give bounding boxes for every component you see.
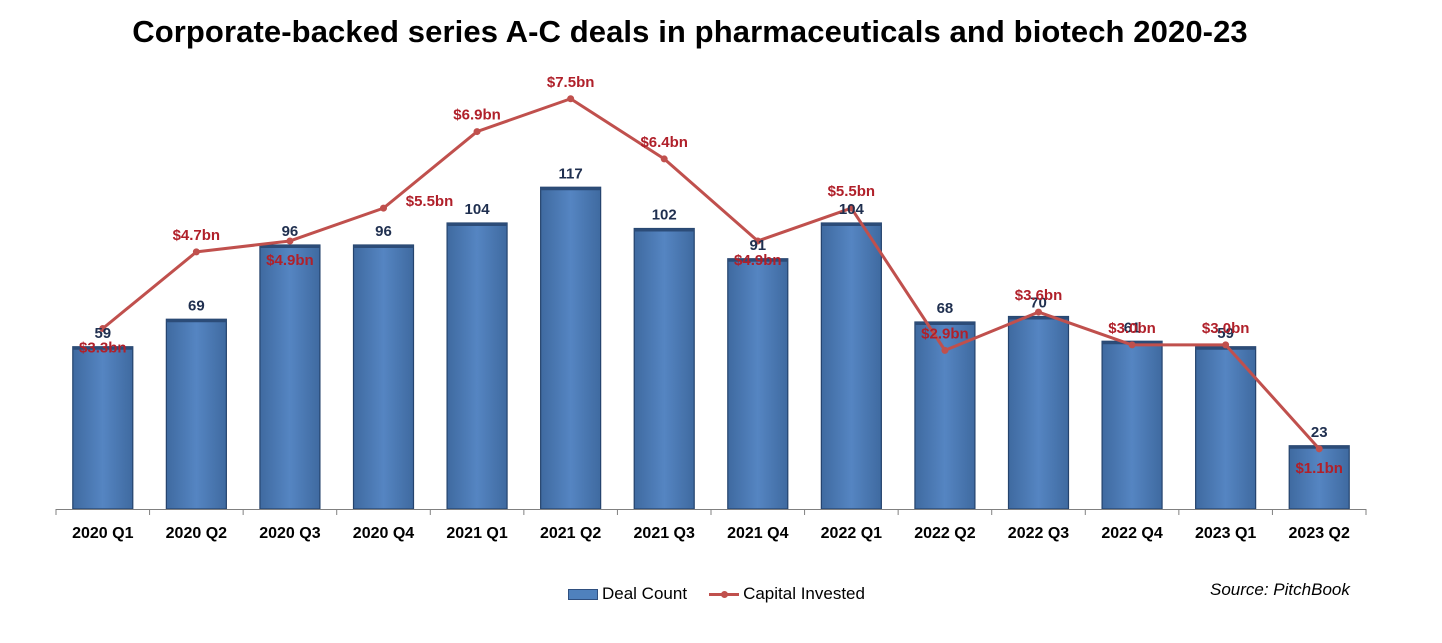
line-value-label: $2.9bn	[921, 325, 969, 342]
bar-deal-count	[165, 318, 227, 510]
bar-value-label: 96	[375, 223, 392, 240]
chart-title: Corporate-backed series A-C deals in pha…	[132, 14, 1248, 49]
line-value-label: $5.5bn	[828, 183, 876, 200]
x-axis: 2020 Q1 2020 Q2 2020 Q3 2020 Q4 2021 Q1 2021 …	[55, 509, 1367, 542]
bar-top-edge	[634, 228, 695, 232]
data-labels-layer: 59 69 96 96 104 117 102 91 104 68 70 61 59 23 $3.3bn $4…	[79, 74, 1343, 477]
line-point-capital-invested	[660, 155, 668, 163]
x-tick-label: 2022 Q1	[821, 525, 882, 542]
bar-value-label: 117	[559, 165, 583, 182]
capital-invested-line-layer	[99, 95, 1323, 453]
bar-top-edge	[540, 187, 601, 191]
bars-layer	[72, 186, 1350, 510]
line-value-label: $3.0bn	[1202, 320, 1250, 337]
line-value-label: $4.9bn	[266, 252, 314, 269]
line-value-label: $1.1bn	[1295, 460, 1343, 477]
line-value-label: $3.0bn	[1108, 320, 1156, 337]
bar-deal-count	[540, 186, 602, 510]
bar-top-edge	[821, 223, 882, 226]
line-point-capital-invested	[286, 237, 294, 245]
line-point-capital-invested	[847, 204, 855, 212]
bar-deal-count	[446, 222, 508, 510]
bar-value-label: 96	[282, 223, 299, 240]
line-point-capital-invested	[1035, 308, 1042, 316]
legend-bar-swatch	[568, 588, 598, 600]
line-point-capital-invested	[754, 237, 762, 245]
bar-value-label: 69	[188, 297, 205, 314]
line-value-label: $6.4bn	[640, 134, 688, 151]
bar-top-edge	[166, 319, 227, 323]
line-value-label: $6.9bn	[453, 107, 501, 124]
bar-deal-count	[1101, 340, 1163, 510]
legend: Deal Count Capital Invested	[568, 584, 887, 604]
legend-label-deal-count: Deal Count	[602, 584, 688, 603]
x-tick-label: 2021 Q4	[727, 525, 788, 542]
bar-value-label: 59	[94, 325, 111, 342]
x-tick-label: 2021 Q2	[540, 525, 601, 542]
legend-item-capital-invested: Capital Invested	[709, 584, 865, 604]
bar-value-label: 68	[937, 300, 954, 317]
legend-label-capital-invested: Capital Invested	[743, 584, 865, 603]
x-tick-label: 2020 Q1	[72, 525, 133, 542]
bar-top-edge	[259, 245, 320, 248]
x-tick-label: 2023 Q2	[1289, 525, 1350, 542]
source-note: Source: PitchBook	[1210, 580, 1350, 599]
line-capital-invested	[101, 97, 1321, 450]
line-value-label: $5.5bn	[406, 193, 454, 210]
bar-deal-count	[820, 222, 882, 510]
line-point-capital-invested	[99, 324, 107, 332]
x-tick-label: 2021 Q1	[446, 525, 507, 542]
line-point-capital-invested	[1222, 341, 1230, 349]
x-tick-label: 2020 Q4	[353, 525, 414, 542]
line-point-capital-invested	[192, 248, 200, 256]
bar-deal-count	[259, 244, 321, 510]
x-tick-label: 2023 Q1	[1195, 525, 1256, 542]
bar-deal-count	[1007, 315, 1070, 510]
bar-top-edge	[1008, 316, 1069, 320]
line-point-capital-invested	[1128, 341, 1136, 349]
bar-deal-count	[352, 244, 415, 510]
x-tick-label: 2022 Q2	[914, 525, 975, 542]
x-tick-label: 2020 Q2	[166, 525, 227, 542]
bar-value-label: 59	[1217, 325, 1234, 342]
bar-deal-count	[633, 227, 695, 510]
bar-value-label: 61	[1124, 319, 1141, 336]
bar-top-edge	[353, 245, 414, 248]
line-value-label: $3.3bn	[79, 339, 127, 356]
bar-value-label: 23	[1311, 424, 1328, 441]
bar-top-edge	[447, 223, 508, 226]
bar-deal-count	[1195, 346, 1257, 510]
line-point-capital-invested	[1315, 445, 1323, 453]
bar-top-edge	[914, 322, 975, 325]
line-value-label: $4.7bn	[173, 227, 221, 244]
bar-value-label: 104	[839, 201, 865, 218]
bar-top-edge	[727, 258, 788, 262]
x-tick-label: 2020 Q3	[259, 525, 320, 542]
line-value-label: $7.5bn	[547, 74, 595, 91]
legend-line-swatch	[709, 588, 740, 600]
line-value-label: $4.9bn	[734, 252, 782, 269]
x-tick-label: 2022 Q3	[1008, 525, 1069, 542]
bar-value-label: 91	[749, 237, 766, 254]
legend-item-deal-count: Deal Count	[568, 584, 687, 604]
line-point-capital-invested	[380, 204, 387, 212]
x-tick-label: 2022 Q4	[1101, 525, 1162, 542]
bar-value-label: 104	[465, 201, 491, 218]
line-point-capital-invested	[567, 95, 575, 103]
x-tick-label: 2021 Q3	[634, 525, 695, 542]
bar-deal-count	[727, 258, 789, 510]
bar-value-label: 70	[1030, 295, 1047, 312]
bar-top-edge	[72, 346, 133, 350]
bar-value-label: 102	[652, 207, 677, 224]
bar-deal-count	[1288, 445, 1350, 510]
bar-deal-count	[72, 346, 134, 510]
line-value-label: $3.6bn	[1015, 287, 1063, 304]
line-point-capital-invested	[473, 128, 481, 136]
line-point-capital-invested	[941, 346, 949, 354]
